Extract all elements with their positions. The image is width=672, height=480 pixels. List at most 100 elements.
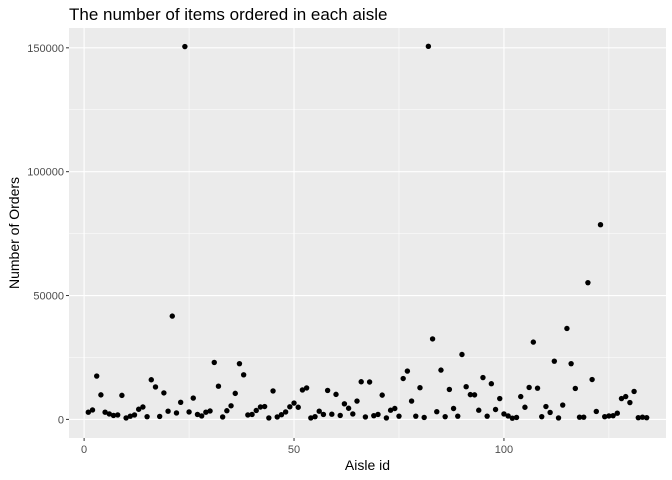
y-tick-label: 50000 xyxy=(33,291,64,303)
data-point xyxy=(392,405,398,412)
data-point xyxy=(534,385,541,391)
y-tick-label: 150000 xyxy=(27,43,64,55)
data-point xyxy=(467,391,474,398)
data-point xyxy=(345,405,352,411)
data-point xyxy=(253,407,259,414)
x-tick-label: 0 xyxy=(81,444,87,456)
y-tick-label: 100000 xyxy=(27,167,64,179)
data-point xyxy=(177,399,184,406)
minor-gridlines xyxy=(69,28,666,438)
data-point xyxy=(497,395,503,402)
data-point xyxy=(560,402,566,408)
y-axis-title: Number of Orders xyxy=(6,177,22,289)
data-point xyxy=(85,409,92,415)
data-point xyxy=(236,360,243,367)
data-point xyxy=(102,409,108,415)
data-point xyxy=(127,413,133,419)
data-point xyxy=(505,413,511,419)
data-point xyxy=(438,367,444,373)
x-axis-ticks: 0 50 100 xyxy=(81,438,513,456)
data-point xyxy=(492,406,499,413)
data-point xyxy=(215,383,222,389)
data-point xyxy=(379,392,385,398)
data-point xyxy=(228,403,234,409)
data-point xyxy=(106,411,113,417)
data-point xyxy=(425,43,432,50)
data-point xyxy=(513,414,520,421)
data-point xyxy=(135,406,142,412)
data-point xyxy=(169,313,175,319)
data-point xyxy=(488,381,495,387)
data-point xyxy=(459,351,465,358)
x-tick-label: 50 xyxy=(288,444,300,456)
data-point xyxy=(539,413,545,420)
data-point xyxy=(140,404,146,410)
data-point xyxy=(261,403,268,410)
data-point xyxy=(324,387,331,394)
data-point xyxy=(450,405,457,412)
data-point xyxy=(476,407,482,413)
data-point xyxy=(161,390,167,396)
data-point xyxy=(434,409,440,415)
y-tick-label: 0 xyxy=(58,414,64,426)
data-point xyxy=(156,413,163,420)
data-point xyxy=(337,412,343,419)
data-point xyxy=(622,393,629,400)
data-point xyxy=(551,358,558,364)
data-points xyxy=(85,43,650,421)
data-point xyxy=(446,386,453,393)
data-point xyxy=(631,388,637,395)
data-point xyxy=(602,413,608,420)
data-point xyxy=(635,414,641,421)
data-point xyxy=(421,414,427,421)
data-point xyxy=(110,412,117,419)
data-point xyxy=(593,408,600,415)
data-point xyxy=(203,409,209,415)
data-point xyxy=(123,415,129,421)
data-point xyxy=(572,385,579,392)
data-point xyxy=(312,413,318,420)
data-point xyxy=(530,339,537,345)
data-point xyxy=(463,383,469,390)
data-point xyxy=(417,384,423,391)
data-point xyxy=(555,415,562,421)
data-point xyxy=(274,414,280,420)
data-point xyxy=(329,411,335,417)
data-point xyxy=(581,414,587,420)
data-point xyxy=(387,407,394,413)
data-point xyxy=(589,376,595,383)
data-point xyxy=(400,375,406,382)
data-point xyxy=(618,395,625,402)
data-point xyxy=(413,413,419,419)
data-point xyxy=(316,408,322,414)
data-point xyxy=(270,388,276,394)
data-point xyxy=(614,410,620,416)
data-point xyxy=(266,415,272,421)
data-point xyxy=(194,411,201,418)
data-point xyxy=(198,413,205,419)
data-point xyxy=(303,385,310,391)
data-point xyxy=(131,412,138,418)
data-point xyxy=(148,377,154,383)
data-point xyxy=(480,374,486,381)
data-point xyxy=(366,379,373,385)
data-point xyxy=(610,412,616,419)
data-point xyxy=(182,43,188,50)
data-point xyxy=(152,384,159,390)
data-point xyxy=(257,404,264,410)
data-point xyxy=(606,413,612,419)
plot-panel xyxy=(69,28,666,438)
data-point xyxy=(219,414,226,420)
data-point xyxy=(627,399,633,406)
data-point xyxy=(526,384,532,391)
data-point xyxy=(282,409,289,415)
data-point xyxy=(522,404,528,410)
data-point xyxy=(643,414,650,421)
data-point xyxy=(576,414,583,420)
major-gridlines xyxy=(69,28,666,438)
data-point xyxy=(186,409,192,415)
data-point xyxy=(597,221,604,228)
data-point xyxy=(249,411,255,418)
data-point xyxy=(396,413,402,419)
